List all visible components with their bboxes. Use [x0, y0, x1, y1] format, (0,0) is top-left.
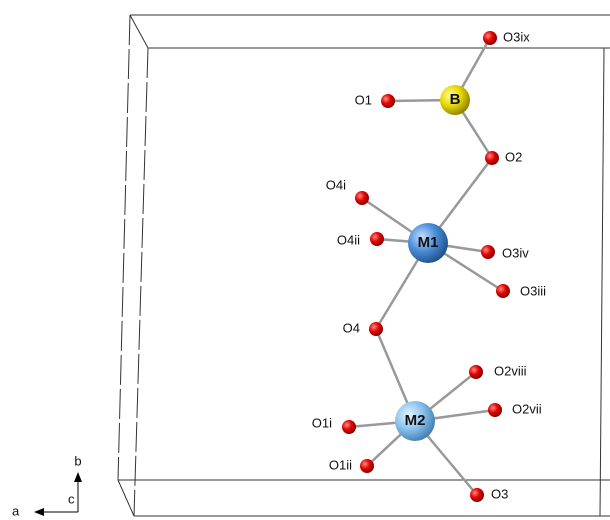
structure-diagram: O3ix B O1 O2 O4i M1 O4ii O3iv O3iii O4 O…	[0, 0, 610, 520]
atom-label: M2	[405, 412, 426, 429]
atom	[381, 94, 395, 108]
axis-label: a	[12, 503, 20, 518]
atom-label: O3iv	[502, 245, 529, 260]
atom	[342, 420, 356, 434]
atom-label: O2vii	[512, 401, 542, 416]
unit-cell	[118, 15, 610, 516]
atom-label: O1ii	[329, 457, 352, 472]
atom-label: O4ii	[337, 232, 360, 247]
atom	[370, 232, 384, 246]
atom	[470, 488, 484, 502]
atom	[496, 284, 510, 298]
atom-label: O2viii	[494, 363, 527, 378]
atom	[369, 322, 383, 336]
atom	[360, 459, 374, 473]
atom	[469, 365, 483, 379]
atom-label: O4	[343, 320, 360, 335]
atom-label: B	[450, 91, 461, 108]
atom-label: O2	[505, 149, 522, 164]
axis-indicator: b a c	[12, 453, 82, 518]
atom	[485, 151, 499, 165]
atom-label: O1i	[312, 415, 332, 430]
atom-label: O3	[491, 486, 508, 501]
axis-label: b	[74, 453, 81, 468]
atom	[488, 403, 502, 417]
atom-label: O3ix	[503, 29, 530, 44]
atom	[483, 31, 497, 45]
atom-label: O1	[355, 92, 372, 107]
atom-label: O3iii	[520, 283, 546, 298]
atom	[481, 245, 495, 259]
atom-label: O4i	[326, 177, 346, 192]
axis-label: c	[68, 491, 75, 506]
atom	[355, 191, 369, 205]
atom-label: M1	[418, 234, 439, 251]
